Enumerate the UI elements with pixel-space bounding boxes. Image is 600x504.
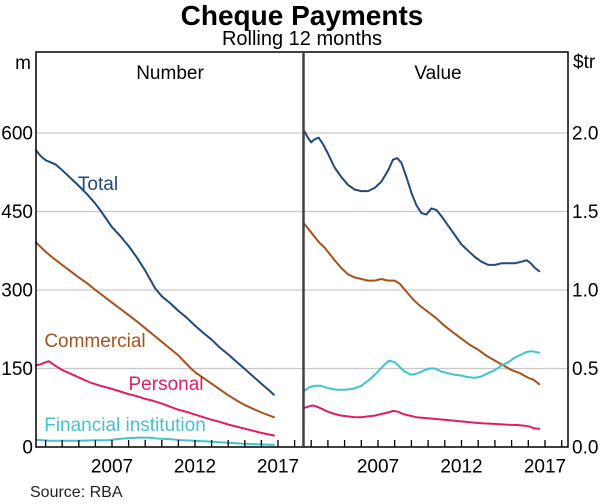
x-label-2007: 2007: [357, 457, 399, 478]
x-axis-labels: 2007 2012 2017 2007 2012 2017: [91, 457, 566, 478]
series-line-personal-number: [35, 360, 275, 437]
y-label-value-2.0: 2.0: [572, 124, 598, 145]
series-line-financial-institution-number: [35, 436, 275, 446]
y-label-value-0.0: 0.0: [572, 438, 598, 459]
series-line-personal-value: [303, 404, 541, 430]
series-line-total-value: [303, 130, 541, 273]
source-note: Source: RBA: [30, 484, 123, 501]
series-line-total-number: [35, 149, 275, 396]
y-axis-labels: 0 150 300 450 600 0.0 0.5 1.0 1.5 2.0: [1, 124, 598, 459]
y-gridlines: [36, 132, 568, 370]
panel-label-value: Value: [414, 63, 461, 84]
series-line-financial-institution-value: [303, 350, 541, 392]
series-label-financial-institution: Financial institution: [44, 415, 206, 436]
series-lines: [35, 130, 541, 446]
y-label-number-600: 600: [1, 124, 33, 145]
series-annotations: Total Commercial Personal Financial institu…: [44, 174, 206, 436]
x-label-2017: 2017: [257, 457, 299, 478]
x-label-2007: 2007: [91, 457, 133, 478]
y-label-number-0: 0: [22, 438, 33, 459]
x-label-2017: 2017: [524, 457, 566, 478]
series-label-personal: Personal: [129, 374, 204, 395]
y-label-value-0.5: 0.5: [572, 359, 598, 380]
y-label-number-150: 150: [1, 359, 33, 380]
y-label-number-300: 300: [1, 281, 33, 302]
series-line-commercial-value: [303, 223, 541, 386]
y-label-number-450: 450: [1, 202, 33, 223]
plot-frame: [35, 51, 569, 448]
y-label-value-1.0: 1.0: [572, 281, 598, 302]
chart-subtitle: Rolling 12 months: [222, 28, 382, 50]
panel-label-number: Number: [136, 63, 204, 84]
y-axis-unit-right: $tr: [573, 52, 596, 73]
x-axis-ticks: [44, 440, 563, 447]
series-label-commercial: Commercial: [44, 331, 145, 352]
series-line-commercial-number: [35, 241, 275, 419]
x-label-2012: 2012: [174, 457, 216, 478]
x-label-2012: 2012: [440, 457, 482, 478]
y-axis-unit-left: m: [15, 53, 31, 74]
y-label-value-1.5: 1.5: [572, 202, 598, 223]
series-label-total: Total: [78, 174, 118, 195]
chart-title: Cheque Payments: [181, 0, 424, 31]
